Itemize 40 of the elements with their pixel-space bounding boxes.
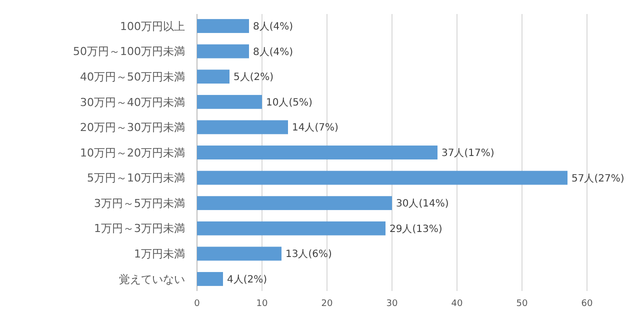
bar: [197, 44, 249, 58]
x-tick-label: 40: [451, 299, 463, 309]
bar: [197, 19, 249, 33]
data-label: 57人(27%): [572, 173, 624, 184]
data-label: 13人(6%): [286, 249, 332, 260]
data-label: 8人(4%): [253, 22, 294, 33]
data-label: 8人(4%): [253, 46, 294, 58]
data-label: 4人(2%): [227, 274, 268, 286]
data-label: 37人(17%): [442, 148, 494, 159]
x-tick-label: 60: [581, 299, 593, 309]
bar: [197, 221, 386, 236]
x-tick-label: 10: [256, 299, 268, 309]
y-tick-label: 50万円～100万円未満: [73, 45, 185, 58]
bar: [197, 170, 568, 185]
data-label: 5人(2%): [234, 72, 274, 84]
bar: [197, 246, 282, 261]
bar: [197, 94, 262, 109]
y-tick-label: 5万円～10万円未満: [87, 172, 185, 185]
bar: [197, 120, 288, 134]
bar: [197, 70, 230, 84]
x-tick-label: 0: [194, 299, 200, 309]
y-tick-label: 1万円未満: [134, 248, 185, 261]
bar: [197, 196, 392, 210]
data-label: 14人(7%): [292, 122, 338, 134]
x-tick-label: 20: [321, 299, 333, 309]
bar: [197, 146, 438, 160]
y-tick-label: 30万円～40万円未満: [80, 96, 185, 109]
data-label: 30人(14%): [396, 198, 449, 210]
y-tick-label: 40万円～50万円未満: [80, 70, 185, 84]
x-tick-label: 50: [516, 299, 528, 309]
y-tick-label: 覚えていない: [119, 272, 185, 286]
data-label: 29人(13%): [390, 224, 442, 235]
y-tick-label: 100万円以上: [120, 20, 185, 33]
x-tick-label: 30: [386, 299, 398, 309]
data-label: 10人(5%): [266, 97, 312, 108]
bar: [197, 272, 223, 286]
y-tick-label: 1万円～3万円未満: [94, 222, 185, 236]
y-tick-label: 10万円～20万円未満: [80, 146, 185, 160]
y-tick-label: 20万円～30万円未満: [80, 121, 185, 134]
y-tick-label: 3万円～5万円未満: [94, 196, 185, 210]
